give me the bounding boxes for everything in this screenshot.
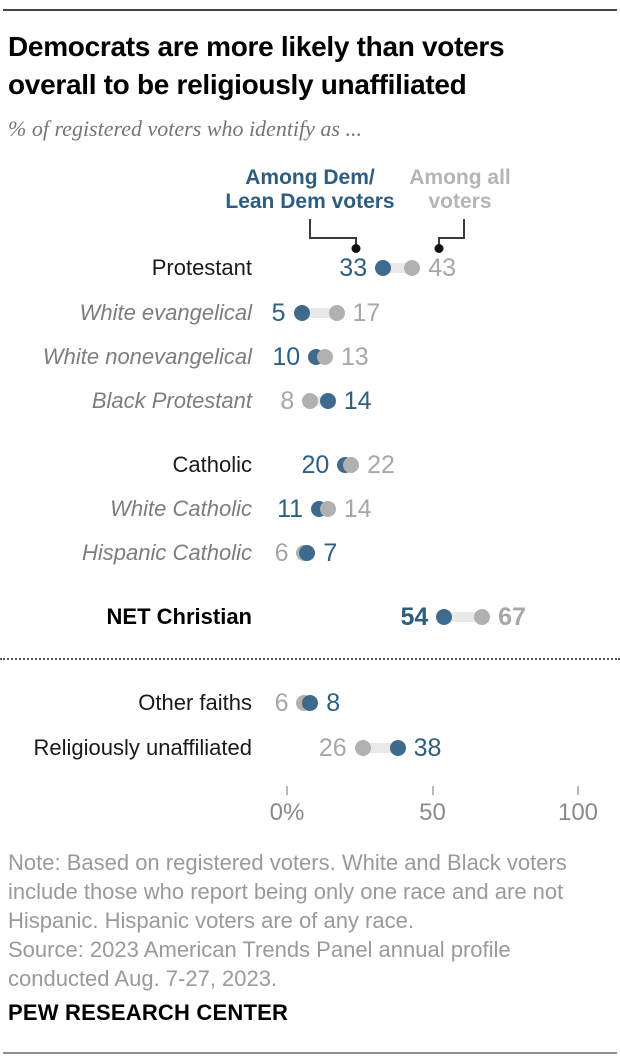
dem-value: 5 xyxy=(271,299,286,327)
dot-connector xyxy=(301,308,337,318)
row-label: Hispanic Catholic xyxy=(82,540,252,565)
dem-value: 20 xyxy=(301,451,330,479)
all-value: 17 xyxy=(352,299,381,327)
axis-tick xyxy=(577,786,579,795)
dem-value: 38 xyxy=(413,734,442,762)
legend-dem-label: Among Dem/ Lean Dem voters xyxy=(210,166,410,214)
all-dot xyxy=(328,305,345,321)
all-value: 13 xyxy=(340,343,369,371)
chart-subtitle: % of registered voters who identify as .… xyxy=(8,116,362,141)
dem-value: 33 xyxy=(339,254,368,282)
note-line: Note: Based on registered voters. White … xyxy=(8,850,567,933)
legend-dem-line-2: Lean Dem voters xyxy=(225,190,395,213)
title-line-2: overall to be religiously unaffiliated xyxy=(8,69,467,100)
dem-value: 11 xyxy=(277,495,304,523)
dem-value: 8 xyxy=(326,689,341,717)
all-value: 67 xyxy=(498,603,526,631)
row-label: Other faiths xyxy=(138,690,252,715)
all-value: 43 xyxy=(428,254,457,282)
top-rule xyxy=(3,9,617,11)
legend-connector-dem-dot xyxy=(351,244,361,253)
all-value: 8 xyxy=(280,387,295,415)
page-title: Democrats are more likely than voters ov… xyxy=(8,28,614,104)
all-value: 22 xyxy=(367,451,395,479)
all-value: 26 xyxy=(318,734,347,762)
title-line-1: Democrats are more likely than voters xyxy=(8,31,505,62)
dem-dot xyxy=(319,393,336,409)
note-text: Note: Based on registered voters. White … xyxy=(8,848,614,993)
legend-all-label: Among all voters xyxy=(385,166,535,214)
dem-dot xyxy=(299,545,316,561)
dem-dot xyxy=(375,260,392,276)
dem-value: 54 xyxy=(400,603,429,631)
dot-connector xyxy=(444,612,483,622)
dem-dot xyxy=(389,740,406,756)
brand-footer: PEW RESEARCH CENTER xyxy=(8,1000,289,1025)
row-label: White Catholic xyxy=(110,496,252,521)
dem-value: 7 xyxy=(323,539,338,567)
all-dot xyxy=(302,393,319,409)
dot-connector xyxy=(362,743,398,753)
row-label: Black Protestant xyxy=(91,388,252,413)
bottom-rule xyxy=(3,1052,617,1054)
all-dot xyxy=(354,740,371,756)
row-label: Protestant xyxy=(151,255,252,280)
row-label: White evangelical xyxy=(79,300,252,325)
dem-dot xyxy=(436,609,453,625)
axis-tick xyxy=(431,786,434,795)
all-dot xyxy=(474,609,491,625)
axis-tick-label: 50 xyxy=(419,799,446,826)
axis-tick xyxy=(286,786,288,795)
all-dot xyxy=(343,457,360,473)
legend-all-line-1: Among all xyxy=(409,166,511,189)
dot-connector xyxy=(310,396,328,406)
row-label: Catholic xyxy=(172,452,252,477)
legend-connector-lines xyxy=(309,219,465,253)
axis-tick-label: 100 xyxy=(557,799,599,826)
legend-connector-all-dot xyxy=(434,244,444,253)
dem-value: 10 xyxy=(272,343,301,371)
axis-tick-label: 0% xyxy=(269,799,305,826)
legend-dem-line-1: Among Dem/ xyxy=(245,166,375,189)
dot-connector xyxy=(383,263,413,273)
row-label: White nonevangelical xyxy=(42,344,252,369)
dem-dot xyxy=(293,305,310,321)
row-label: NET Christian xyxy=(106,604,252,629)
all-dot xyxy=(404,260,421,276)
dem-dot xyxy=(302,695,319,711)
all-value: 14 xyxy=(343,495,372,523)
all-dot xyxy=(319,501,336,517)
row-label: Religiously unaffiliated xyxy=(33,735,252,760)
legend-connector-all xyxy=(438,219,465,245)
source-line: Source: 2023 American Trends Panel annua… xyxy=(8,937,511,991)
dem-value: 14 xyxy=(343,387,372,415)
legend-connector-dem xyxy=(309,219,357,245)
all-value: 6 xyxy=(274,689,289,717)
dotted-divider xyxy=(0,658,620,660)
all-dot xyxy=(316,349,333,365)
all-value: 6 xyxy=(274,539,289,567)
legend-all-line-2: voters xyxy=(428,190,492,213)
